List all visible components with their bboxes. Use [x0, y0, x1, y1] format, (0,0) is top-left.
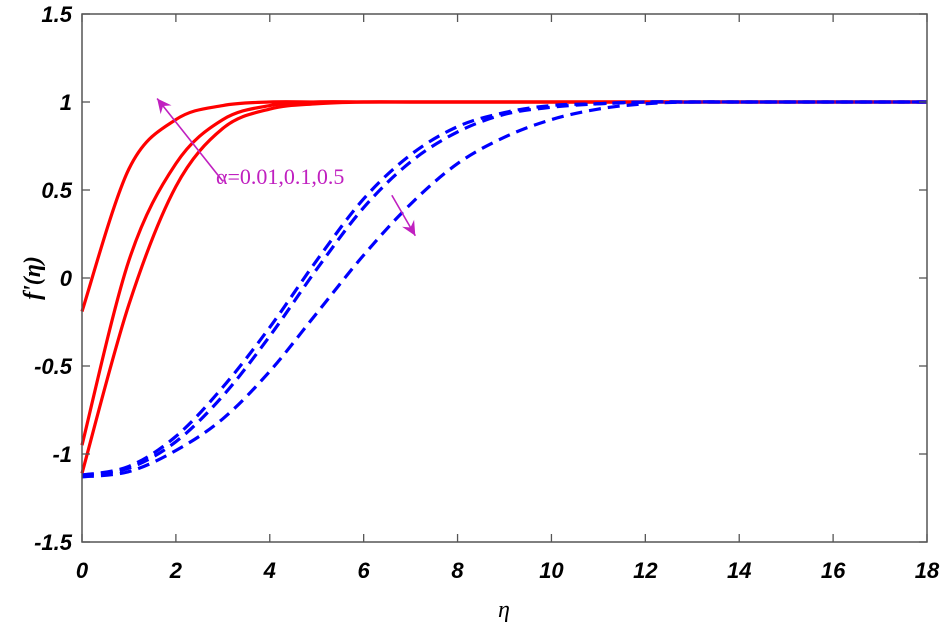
axes-frame — [81, 13, 928, 543]
alpha-annotation-label: α=0.01,0.1,0.5 — [216, 164, 344, 189]
y-tick-label: -0.5 — [34, 354, 73, 379]
x-tick-label: 18 — [915, 558, 940, 583]
annotation-arrow-line — [156, 97, 224, 182]
solid-series-line — [80, 100, 927, 446]
solid-series-line — [80, 100, 927, 474]
x-axis-label: η — [498, 597, 510, 623]
x-tick-label: 8 — [451, 558, 464, 583]
x-tick-label: 2 — [169, 558, 183, 583]
x-tick-label: 16 — [821, 558, 846, 583]
y-tick-label: -1 — [52, 442, 72, 467]
axes: 0 2 4 6 8 10 12 14 16 18 1.5 1 0.5 0 -0.5 -1 -1.5 — [34, 2, 940, 583]
arrow-down-right-icon — [402, 219, 416, 236]
x-tick-label: 0 — [76, 558, 89, 583]
x-tick-label: 6 — [358, 558, 371, 583]
dashed-series-line — [81, 100, 927, 477]
series-layer — [80, 100, 927, 479]
y-tick-label: 1 — [60, 90, 72, 115]
x-tick-label: 10 — [539, 558, 564, 583]
dashed-series-line — [81, 100, 927, 477]
x-tick-label: 14 — [727, 558, 751, 583]
dashed-series-line — [81, 100, 927, 479]
y-tick-label: 0.5 — [41, 178, 72, 203]
y-tick-label: 0 — [60, 266, 73, 291]
y-tick-label: -1.5 — [34, 530, 73, 555]
x-tick-label: 4 — [263, 558, 276, 583]
x-tick-label: 12 — [633, 558, 658, 583]
solid-series-line — [80, 100, 927, 312]
y-tick-label: 1.5 — [41, 2, 72, 27]
annotation: α=0.01,0.1,0.5 — [156, 97, 416, 237]
y-axis-label: f'(η) — [20, 256, 46, 300]
arrow-up-left-icon — [157, 98, 172, 115]
